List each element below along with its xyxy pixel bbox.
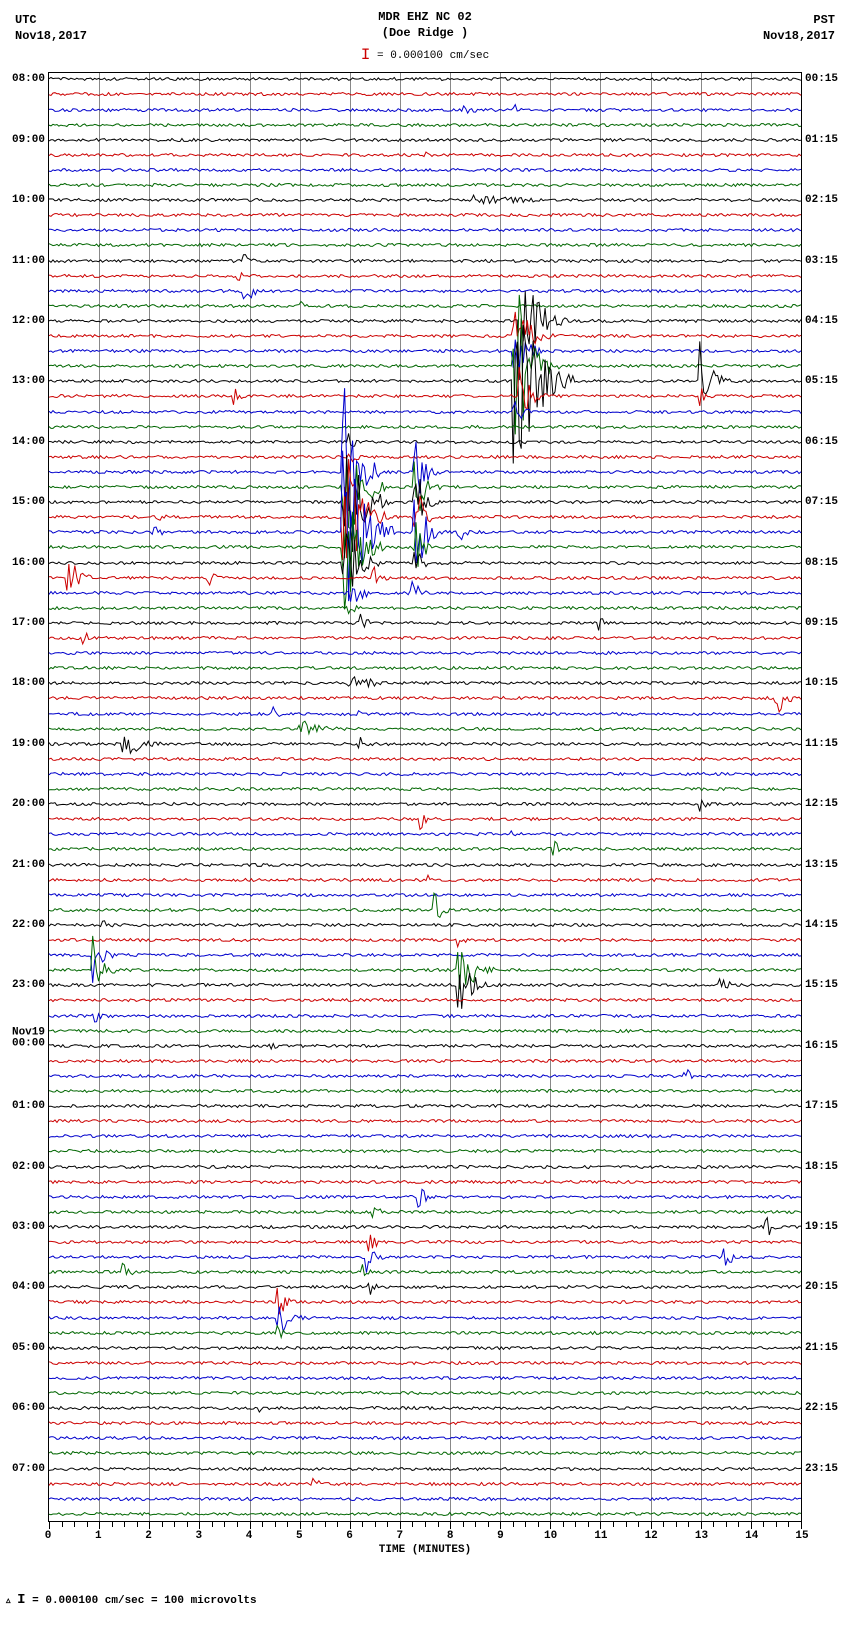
x-tick-label: 12 bbox=[645, 1530, 658, 1542]
pst-time-label: 02:15 bbox=[805, 194, 838, 206]
x-tick-label: 4 bbox=[246, 1530, 253, 1542]
pst-time-label: 18:15 bbox=[805, 1161, 838, 1173]
x-tick-label: 0 bbox=[45, 1530, 52, 1542]
pst-time-label: 20:15 bbox=[805, 1281, 838, 1293]
x-tick-label: 6 bbox=[346, 1530, 353, 1542]
utc-time-label: 18:00 bbox=[12, 677, 45, 689]
utc-time-label: 19:00 bbox=[12, 738, 45, 750]
pst-time-label: 00:15 bbox=[805, 73, 838, 85]
trace-row bbox=[49, 1514, 801, 1515]
utc-time-label: 02:00 bbox=[12, 1161, 45, 1173]
pst-time-label: 03:15 bbox=[805, 255, 838, 267]
pst-time-label: 09:15 bbox=[805, 617, 838, 629]
x-tick-label: 9 bbox=[497, 1530, 504, 1542]
x-tick-label: 10 bbox=[544, 1530, 557, 1542]
pst-time-label: 04:15 bbox=[805, 315, 838, 327]
pst-time-label: 12:15 bbox=[805, 798, 838, 810]
utc-time-label: 23:00 bbox=[12, 979, 45, 991]
utc-time-label: 06:00 bbox=[12, 1402, 45, 1414]
utc-time-label: 13:00 bbox=[12, 375, 45, 387]
x-tick-label: 14 bbox=[745, 1530, 758, 1542]
x-tick-label: 8 bbox=[447, 1530, 454, 1542]
utc-time-label: 11:00 bbox=[12, 255, 45, 267]
x-axis-title: TIME (MINUTES) bbox=[379, 1544, 471, 1556]
pst-time-label: 01:15 bbox=[805, 134, 838, 146]
utc-time-label: 10:00 bbox=[12, 194, 45, 206]
pst-time-label: 15:15 bbox=[805, 979, 838, 991]
pst-time-label: 05:15 bbox=[805, 375, 838, 387]
x-tick-label: 7 bbox=[397, 1530, 404, 1542]
utc-time-label: 07:00 bbox=[12, 1463, 45, 1475]
x-axis: TIME (MINUTES) 0123456789101112131415 bbox=[48, 1522, 802, 1562]
pst-time-label: 22:15 bbox=[805, 1402, 838, 1414]
pst-time-label: 17:15 bbox=[805, 1100, 838, 1112]
x-tick-label: 5 bbox=[296, 1530, 303, 1542]
utc-time-label: 22:00 bbox=[12, 919, 45, 931]
pst-time-label: 06:15 bbox=[805, 436, 838, 448]
utc-time-label: 03:00 bbox=[12, 1221, 45, 1233]
utc-time-label: 05:00 bbox=[12, 1342, 45, 1354]
utc-time-label: 16:00 bbox=[12, 557, 45, 569]
utc-time-label: Nov1900:00 bbox=[12, 1026, 45, 1049]
utc-time-label: 12:00 bbox=[12, 315, 45, 327]
pst-time-label: 13:15 bbox=[805, 859, 838, 871]
pst-time-label: 08:15 bbox=[805, 557, 838, 569]
utc-time-label: 01:00 bbox=[12, 1100, 45, 1112]
pst-time-label: 07:15 bbox=[805, 496, 838, 508]
utc-time-label: 17:00 bbox=[12, 617, 45, 629]
utc-time-label: 09:00 bbox=[12, 134, 45, 146]
pst-time-label: 11:15 bbox=[805, 738, 838, 750]
x-tick-label: 15 bbox=[795, 1530, 808, 1542]
x-tick-label: 3 bbox=[195, 1530, 202, 1542]
pst-time-label: 19:15 bbox=[805, 1221, 838, 1233]
x-tick-label: 13 bbox=[695, 1530, 708, 1542]
pst-time-label: 16:15 bbox=[805, 1040, 838, 1052]
x-tick-label: 1 bbox=[95, 1530, 102, 1542]
pst-time-label: 10:15 bbox=[805, 677, 838, 689]
utc-time-label: 15:00 bbox=[12, 496, 45, 508]
pst-time-label: 21:15 bbox=[805, 1342, 838, 1354]
utc-time-label: 20:00 bbox=[12, 798, 45, 810]
seismogram-plot: 08:0009:0010:0011:0012:0013:0014:0015:00… bbox=[48, 72, 802, 1522]
pst-time-label: 23:15 bbox=[805, 1463, 838, 1475]
pst-time-label: 14:15 bbox=[805, 919, 838, 931]
utc-time-label: 21:00 bbox=[12, 859, 45, 871]
x-tick-label: 2 bbox=[145, 1530, 152, 1542]
utc-time-label: 14:00 bbox=[12, 436, 45, 448]
utc-time-label: 04:00 bbox=[12, 1281, 45, 1293]
utc-time-label: 08:00 bbox=[12, 73, 45, 85]
x-tick-label: 11 bbox=[594, 1530, 607, 1542]
